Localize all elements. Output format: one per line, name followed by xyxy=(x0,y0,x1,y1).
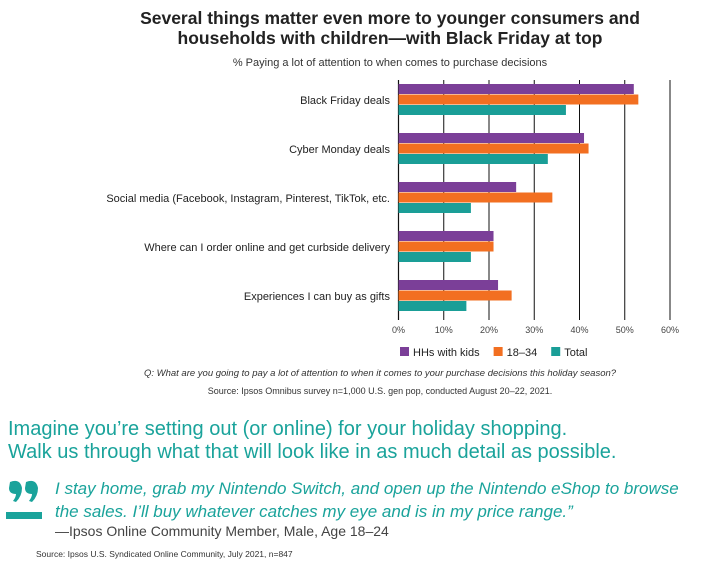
chart-source: Source: Ipsos Omnibus survey n=1,000 U.S… xyxy=(207,386,553,396)
bar-total xyxy=(398,301,467,311)
bar-18-34 xyxy=(398,192,553,203)
legend-swatch xyxy=(551,347,561,356)
bar-18-34 xyxy=(398,241,494,252)
quote-line-1: I stay home, grab my Nintendo Switch, an… xyxy=(55,479,679,498)
bar-hhs-with-kids xyxy=(398,84,634,94)
bar-hhs-with-kids xyxy=(398,280,499,290)
legend-label: Total xyxy=(564,347,587,359)
x-tick-label: 10% xyxy=(435,325,453,335)
bar-total xyxy=(398,105,566,115)
bar-18-34 xyxy=(398,143,589,154)
bar-chart: 0% 10% 20% 30% 40% 50% 60% Black Friday deals Cy… xyxy=(106,80,679,359)
quote-attribution: —Ipsos Online Community Member, Male, Ag… xyxy=(55,523,389,539)
bar-total xyxy=(398,203,471,213)
prompt-headline: Imagine you’re setting out (or online) f… xyxy=(8,418,616,464)
prompt-line-1: Imagine you’re setting out (or online) f… xyxy=(8,418,568,440)
quote-source: Source: Ipsos U.S. Syndicated Online Com… xyxy=(36,549,293,559)
bar-total xyxy=(398,154,548,164)
prompt-line-2: Walk us through what that will look like… xyxy=(8,441,617,463)
x-tick-label: 50% xyxy=(616,325,634,335)
x-tick-label: 0% xyxy=(392,325,405,335)
chart-subtitle: % Paying a lot of attention to when come… xyxy=(232,57,548,69)
category-label: Experiences I can buy as gifts xyxy=(244,291,391,303)
bar-total xyxy=(398,252,471,262)
bar-18-34 xyxy=(398,94,639,105)
legend-label: HHs with kids xyxy=(413,347,480,359)
x-tick-label: 20% xyxy=(480,325,498,335)
bar-18-34 xyxy=(398,290,512,301)
chart-title: Several things matter even more to young… xyxy=(140,8,640,48)
category-label: Where can I order online and get curbsid… xyxy=(144,242,390,254)
survey-question: Q: What are you going to pay a lot of at… xyxy=(143,368,617,379)
bar-hhs-with-kids xyxy=(398,231,494,241)
customer-quote: I stay home, grab my Nintendo Switch, an… xyxy=(55,477,679,523)
category-label: Cyber Monday deals xyxy=(289,144,390,156)
quote-mark-icon xyxy=(6,480,42,519)
category-label: Social media (Facebook, Instagram, Pinte… xyxy=(106,193,390,205)
legend-label: 18–34 xyxy=(507,347,538,359)
legend-swatch xyxy=(493,347,503,356)
bar-hhs-with-kids xyxy=(398,133,585,143)
x-tick-label: 30% xyxy=(525,325,543,335)
category-label: Black Friday deals xyxy=(300,95,390,107)
x-tick-label: 60% xyxy=(661,325,679,335)
x-tick-label: 40% xyxy=(570,325,588,335)
bar-hhs-with-kids xyxy=(398,182,517,192)
legend-swatch xyxy=(400,347,409,356)
quote-line-2: the sales. I’ll buy whatever catches my … xyxy=(55,502,573,521)
